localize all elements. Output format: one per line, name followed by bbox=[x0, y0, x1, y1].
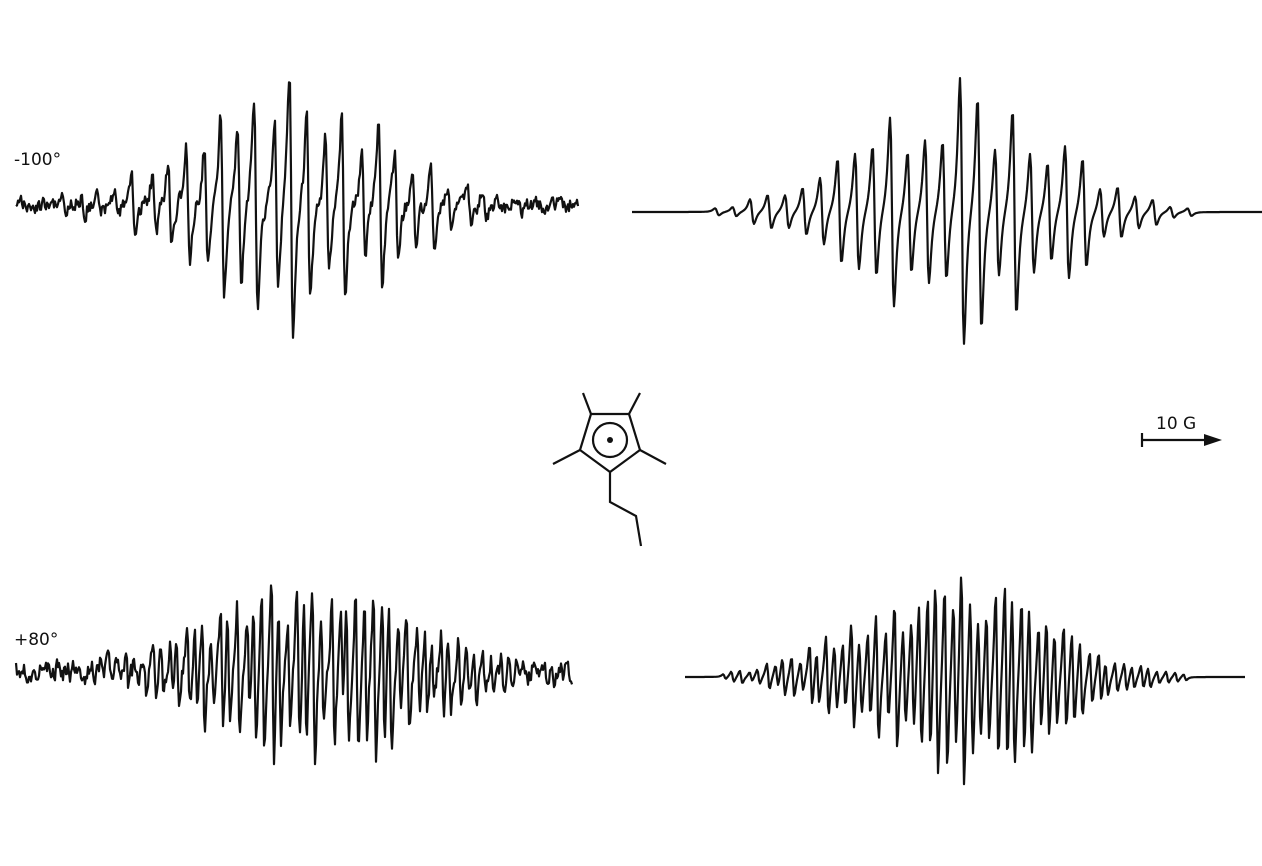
propyl bbox=[610, 472, 641, 546]
experimental-spectrum bbox=[16, 82, 578, 337]
temperature-label: +80° bbox=[14, 630, 58, 650]
molecule bbox=[553, 393, 666, 546]
radical-dot bbox=[607, 437, 613, 443]
methyl bbox=[583, 393, 591, 414]
methyl bbox=[629, 393, 640, 414]
scale-bar: 10 G bbox=[1142, 414, 1222, 447]
simulated-spectrum bbox=[632, 78, 1262, 344]
simulated-spectrum bbox=[685, 578, 1245, 785]
methyl bbox=[553, 450, 580, 464]
figure: -100° +80° 10 G bbox=[0, 0, 1262, 866]
methyl bbox=[640, 450, 666, 464]
page: -100° +80° 10 G (() => { const data = JS… bbox=[0, 0, 1262, 866]
temperature-label: -100° bbox=[14, 150, 61, 170]
scale-label: 10 G bbox=[1156, 414, 1196, 434]
arrow-head bbox=[1204, 434, 1222, 446]
experimental-spectrum bbox=[16, 586, 572, 765]
